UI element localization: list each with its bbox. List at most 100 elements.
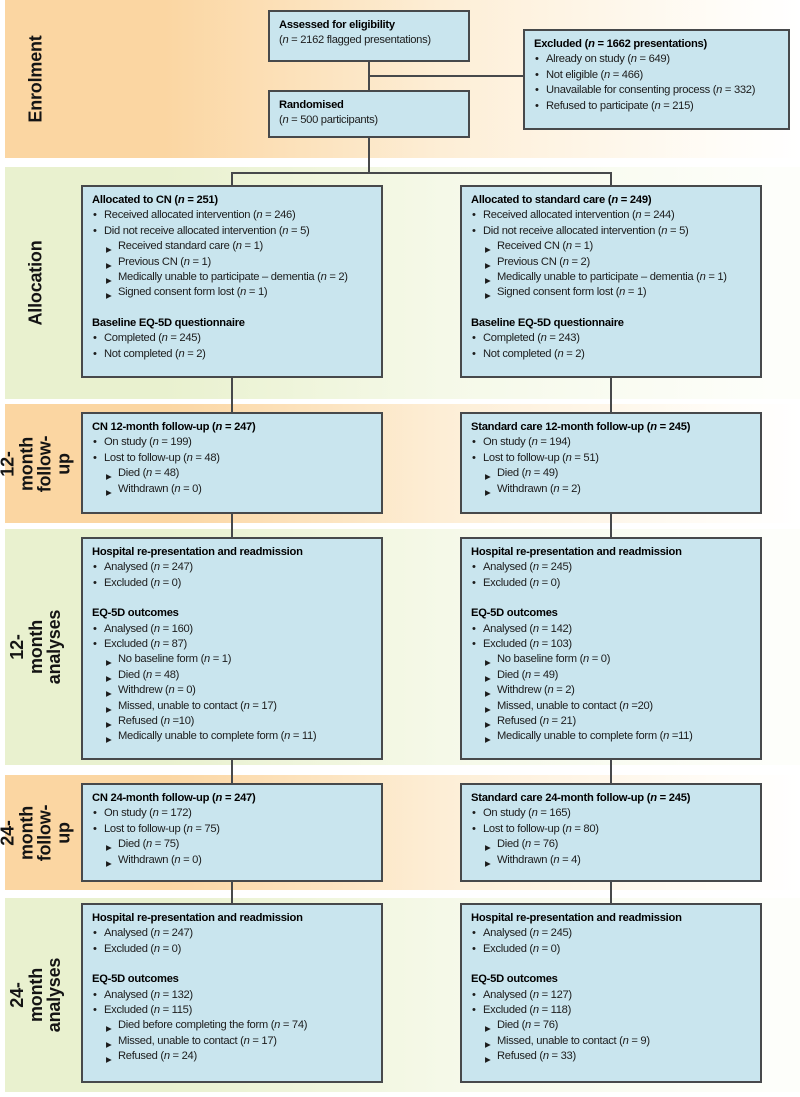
triangle-bullet-icon: ▶ <box>106 487 112 497</box>
box-line: ▶ Medically unable to participate – demen… <box>92 270 376 285</box>
box-heading: CN 12-month follow-up (n = 247) <box>92 421 256 433</box>
box-line: ▶ Withdrawn (n = 0) <box>92 482 376 497</box>
bullet-icon: • <box>472 436 476 449</box>
section-label-text: 24-month analyses <box>6 957 65 1033</box>
bullet-icon: • <box>93 988 97 1001</box>
box-line: • Completed (n = 243) <box>471 331 755 346</box>
box-line: • Already on study (n = 649) <box>534 52 783 67</box>
bullet-icon: • <box>472 807 476 820</box>
spacer <box>92 301 376 316</box>
box-line: ▶ Died (n = 76) <box>471 837 755 852</box>
bullet-icon: • <box>472 561 476 574</box>
box-line: ▶ Missed, unable to contact (n = 17) <box>92 1034 376 1049</box>
section-label-text: Enrolment <box>25 35 46 123</box>
box-line: • Analysed (n = 142) <box>471 622 755 637</box>
box-line: • Lost to follow-up (n = 51) <box>471 451 755 466</box>
box-12-month-analyses-standard-care: Hospital re-presentation and readmission… <box>460 537 762 760</box>
box-line: • Not eligible (n = 466) <box>534 68 783 83</box>
box-line: ▶ Received standard care (n = 1) <box>92 239 376 254</box>
bullet-icon: • <box>472 927 476 940</box>
bullet-icon: • <box>93 927 97 940</box>
section-label-24-month-follow-up: 24-month follow-up <box>0 775 74 890</box>
spacer <box>471 591 755 606</box>
box-cn-12-month-follow-up: CN 12-month follow-up (n = 247) • On study… <box>81 412 383 514</box>
connector-alloc-to-fu12-right <box>610 376 612 414</box>
triangle-bullet-icon: ▶ <box>485 720 491 730</box>
triangle-bullet-icon: ▶ <box>485 673 491 683</box>
bullet-icon: • <box>93 332 97 345</box>
section-label-24-month-analyses: 24-month analyses <box>5 898 67 1092</box>
connector-branch-right-drop <box>610 172 612 187</box>
bullet-icon: • <box>535 99 539 112</box>
bullet-icon: • <box>93 451 97 464</box>
box-line: • Excluded (n = 87) <box>92 637 376 652</box>
box-heading: Standard care 12-month follow-up (n = 24… <box>471 421 691 433</box>
triangle-bullet-icon: ▶ <box>106 720 112 730</box>
triangle-bullet-icon: ▶ <box>485 704 491 714</box>
bullet-icon: • <box>93 224 97 237</box>
box-line: • On study (n = 194) <box>471 435 755 450</box>
triangle-bullet-icon: ▶ <box>485 487 491 497</box>
box-heading: Baseline EQ-5D questionnaire <box>92 316 245 329</box>
triangle-bullet-icon: ▶ <box>485 260 491 270</box>
bullet-icon: • <box>93 209 97 222</box>
triangle-bullet-icon: ▶ <box>106 1055 112 1065</box>
triangle-bullet-icon: ▶ <box>106 735 112 745</box>
box-line: ▶ Died (n = 76) <box>471 1018 755 1033</box>
connector-branch-left-drop <box>231 172 233 187</box>
bullet-icon: • <box>93 1004 97 1017</box>
box-line: ▶ Withdrew (n = 0) <box>92 683 376 698</box>
box-line: ▶ Medically unable to participate – demen… <box>471 270 755 285</box>
box-line: ▶ Died (n = 75) <box>92 837 376 852</box>
triangle-bullet-icon: ▶ <box>106 291 112 301</box>
box-line: • Analysed (n = 247) <box>92 560 376 575</box>
spacer <box>92 591 376 606</box>
box-line: ▶ Missed, unable to contact (n = 9) <box>471 1034 755 1049</box>
bullet-icon: • <box>472 347 476 360</box>
triangle-bullet-icon: ▶ <box>106 858 112 868</box>
triangle-bullet-icon: ▶ <box>485 689 491 699</box>
bullet-icon: • <box>93 822 97 835</box>
triangle-bullet-icon: ▶ <box>106 1024 112 1034</box>
box-heading: Allocated to CN (n = 251) <box>92 194 218 206</box>
triangle-bullet-icon: ▶ <box>106 472 112 482</box>
box-line: ▶ Died (n = 49) <box>471 466 755 481</box>
box-heading: Standard care 24-month follow-up (n = 24… <box>471 792 691 804</box>
box-line: • On study (n = 165) <box>471 806 755 821</box>
box-heading: EQ-5D outcomes <box>92 973 179 986</box>
box-line: • Refused to participate (n = 215) <box>534 99 783 114</box>
bullet-icon: • <box>93 347 97 360</box>
box-allocated-to-standard-care: Allocated to standard care (n = 249) • Rec… <box>460 185 762 378</box>
triangle-bullet-icon: ▶ <box>106 1039 112 1049</box>
bullet-icon: • <box>472 1004 476 1017</box>
triangle-bullet-icon: ▶ <box>485 1039 491 1049</box>
triangle-bullet-icon: ▶ <box>485 658 491 668</box>
box-24-month-analyses-cn: Hospital re-presentation and readmission… <box>81 903 383 1083</box>
box-line: ▶ Withdrawn (n = 0) <box>92 853 376 868</box>
triangle-bullet-icon: ▶ <box>106 260 112 270</box>
spacer <box>471 957 755 972</box>
triangle-bullet-icon: ▶ <box>485 245 491 255</box>
triangle-bullet-icon: ▶ <box>485 1024 491 1034</box>
triangle-bullet-icon: ▶ <box>485 843 491 853</box>
box-heading: EQ-5D outcomes <box>471 607 558 620</box>
box-line: • Analysed (n = 127) <box>471 988 755 1003</box>
box-line: • Received allocated intervention (n = 24… <box>471 208 755 223</box>
triangle-bullet-icon: ▶ <box>106 276 112 286</box>
bullet-icon: • <box>93 561 97 574</box>
box-line: ▶ Previous CN (n = 2) <box>471 255 755 270</box>
triangle-bullet-icon: ▶ <box>485 1055 491 1065</box>
box-line: ▶ Refused (n = 33) <box>471 1049 755 1064</box>
section-label-12-month-analyses: 12-month analyses <box>5 529 67 765</box>
box-line: • On study (n = 199) <box>92 435 376 450</box>
connector-fu24-to-an24-right <box>610 880 612 905</box>
box-heading: Hospital re-presentation and readmission <box>92 546 303 558</box>
box-heading: Allocated to standard care (n = 249) <box>471 194 652 206</box>
triangle-bullet-icon: ▶ <box>485 276 491 286</box>
box-line: • Not completed (n = 2) <box>471 347 755 362</box>
box-line: • Did not receive allocated intervention … <box>471 224 755 239</box>
box-line: ▶ No baseline form (n = 0) <box>471 652 755 667</box>
box-heading: Hospital re-presentation and readmission <box>471 546 682 558</box>
triangle-bullet-icon: ▶ <box>485 735 491 745</box>
